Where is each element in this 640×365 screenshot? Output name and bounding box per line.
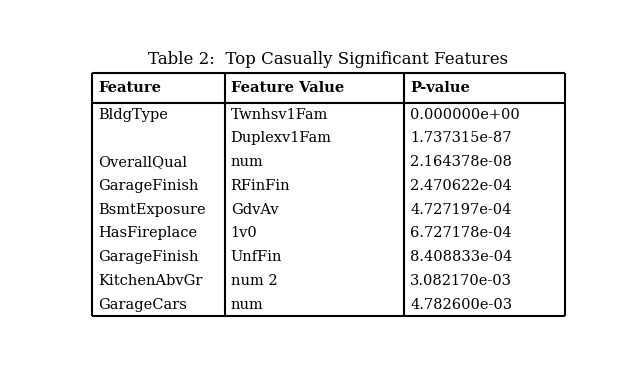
Text: RFinFin: RFinFin (230, 179, 291, 193)
Text: Table 2:  Top Casually Significant Features: Table 2: Top Casually Significant Featur… (148, 51, 508, 68)
Text: 2.164378e-08: 2.164378e-08 (410, 155, 512, 169)
Text: HasFireplace: HasFireplace (99, 226, 198, 241)
Text: GarageCars: GarageCars (99, 297, 188, 312)
Text: BsmtExposure: BsmtExposure (99, 203, 206, 216)
Text: 6.727178e-04: 6.727178e-04 (410, 226, 512, 241)
Text: Twnhsv1Fam: Twnhsv1Fam (230, 108, 328, 122)
Text: num 2: num 2 (230, 274, 277, 288)
Text: OverallQual: OverallQual (99, 155, 188, 169)
Text: 4.727197e-04: 4.727197e-04 (410, 203, 512, 216)
Text: num: num (230, 155, 264, 169)
Text: 3.082170e-03: 3.082170e-03 (410, 274, 513, 288)
Text: GarageFinish: GarageFinish (99, 250, 199, 264)
Text: 2.470622e-04: 2.470622e-04 (410, 179, 512, 193)
Text: num: num (230, 297, 264, 312)
Text: 4.782600e-03: 4.782600e-03 (410, 297, 513, 312)
Text: 1.737315e-87: 1.737315e-87 (410, 131, 512, 145)
Text: 1v0: 1v0 (230, 226, 257, 241)
Text: Feature Value: Feature Value (230, 81, 344, 95)
Text: 8.408833e-04: 8.408833e-04 (410, 250, 513, 264)
Text: KitchenAbvGr: KitchenAbvGr (99, 274, 203, 288)
Text: UnfFin: UnfFin (230, 250, 282, 264)
Text: 0.000000e+00: 0.000000e+00 (410, 108, 520, 122)
Text: GarageFinish: GarageFinish (99, 179, 199, 193)
Text: GdvAv: GdvAv (230, 203, 278, 216)
Text: Duplexv1Fam: Duplexv1Fam (230, 131, 332, 145)
Text: BldgType: BldgType (99, 108, 168, 122)
Text: P-value: P-value (410, 81, 470, 95)
Text: Feature: Feature (99, 81, 161, 95)
